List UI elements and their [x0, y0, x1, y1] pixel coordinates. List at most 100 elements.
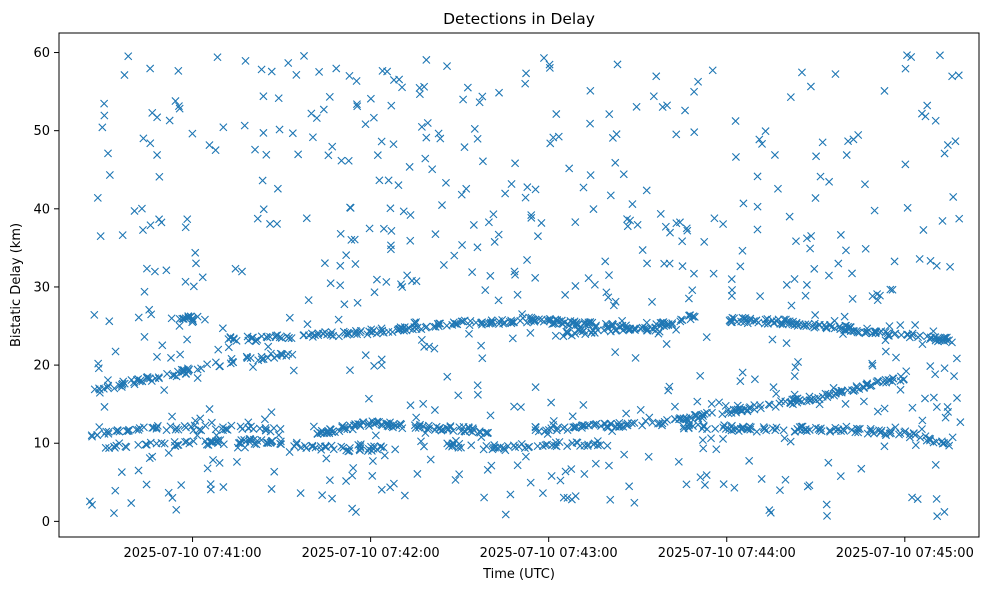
detection-point	[510, 402, 519, 411]
detection-point	[940, 507, 949, 516]
detection-point	[591, 420, 600, 429]
detection-point	[328, 142, 337, 151]
detection-point	[823, 511, 832, 520]
detection-point	[739, 199, 748, 208]
detection-point	[949, 192, 958, 201]
detection-point	[364, 394, 373, 403]
detection-point	[668, 320, 677, 329]
detection-point	[278, 351, 287, 360]
detection-point	[770, 150, 779, 159]
detection-point	[285, 447, 294, 456]
detection-point	[806, 244, 815, 253]
detection-point	[914, 333, 922, 342]
detection-point	[932, 403, 941, 411]
detection-point	[448, 320, 457, 329]
detection-point	[430, 426, 439, 435]
detection-point	[366, 94, 375, 103]
detection-point	[231, 264, 240, 273]
detection-point	[719, 434, 728, 443]
detection-point	[955, 214, 964, 223]
detection-point	[521, 452, 530, 461]
detection-point	[738, 424, 747, 433]
detection-point	[678, 316, 687, 325]
detection-point	[172, 423, 181, 432]
detection-point	[824, 390, 833, 399]
detection-point	[454, 391, 463, 400]
detection-point	[612, 130, 621, 139]
detection-point	[386, 483, 395, 492]
detection-point	[395, 75, 404, 84]
detection-point	[488, 318, 497, 327]
detection-point	[553, 317, 562, 326]
detection-point	[232, 457, 241, 466]
detection-point	[109, 509, 118, 518]
detection-point	[830, 324, 839, 333]
detection-point	[193, 431, 202, 440]
detection-point	[824, 271, 833, 280]
detection-point	[168, 493, 177, 502]
detection-point	[694, 77, 703, 86]
detection-point	[193, 374, 202, 383]
detection-point	[561, 467, 570, 476]
detection-point	[531, 423, 540, 432]
detection-point	[571, 281, 580, 290]
detection-point	[539, 317, 548, 326]
detection-point	[192, 259, 200, 268]
detection-point	[559, 424, 568, 433]
detection-point	[527, 316, 536, 325]
detection-point	[753, 202, 762, 211]
detection-point	[457, 190, 466, 199]
detection-point	[264, 342, 273, 351]
y-tick-label: 40	[33, 202, 50, 217]
detection-point	[90, 310, 99, 319]
detection-point	[100, 111, 109, 120]
detection-point	[100, 429, 109, 438]
detection-point	[526, 328, 535, 337]
detection-point	[355, 445, 364, 454]
detection-point	[115, 427, 124, 436]
detection-point	[623, 215, 632, 224]
detection-point	[240, 121, 249, 130]
detection-point	[214, 345, 223, 354]
detection-point	[95, 388, 104, 397]
detection-point	[816, 172, 825, 181]
detection-point	[668, 319, 677, 328]
detection-point	[130, 380, 139, 389]
detection-point	[836, 472, 845, 481]
detection-point	[948, 433, 957, 442]
detection-point	[308, 332, 317, 341]
detection-point	[354, 440, 363, 449]
detection-point	[590, 280, 599, 289]
detection-point	[189, 282, 198, 291]
detection-point	[368, 457, 377, 466]
detection-point	[442, 423, 451, 432]
detection-point	[619, 170, 628, 179]
detection-point	[324, 151, 333, 160]
detection-point	[261, 423, 270, 432]
detection-point	[803, 482, 812, 491]
detection-point	[215, 458, 224, 467]
detection-point	[85, 497, 94, 506]
detection-point	[538, 441, 547, 450]
detection-point	[238, 267, 246, 276]
detection-point	[421, 154, 430, 163]
detection-point	[586, 119, 595, 128]
detection-point	[232, 336, 241, 345]
detection-point	[215, 362, 224, 371]
x-tick-label: 2025-07-10 07:42:00	[302, 546, 440, 561]
detection-point	[373, 445, 382, 454]
detection-point	[300, 51, 308, 60]
detection-point	[676, 414, 685, 423]
detection-point	[274, 94, 283, 103]
detection-point	[145, 454, 154, 463]
detection-point	[672, 325, 681, 334]
detection-point	[919, 225, 928, 234]
detection-point	[387, 226, 396, 235]
detection-point	[872, 378, 881, 387]
detection-point	[270, 353, 279, 362]
detection-point	[623, 421, 632, 430]
detection-point	[561, 290, 570, 299]
detection-point	[698, 414, 707, 423]
detection-point	[314, 329, 323, 338]
detection-point	[96, 232, 105, 241]
